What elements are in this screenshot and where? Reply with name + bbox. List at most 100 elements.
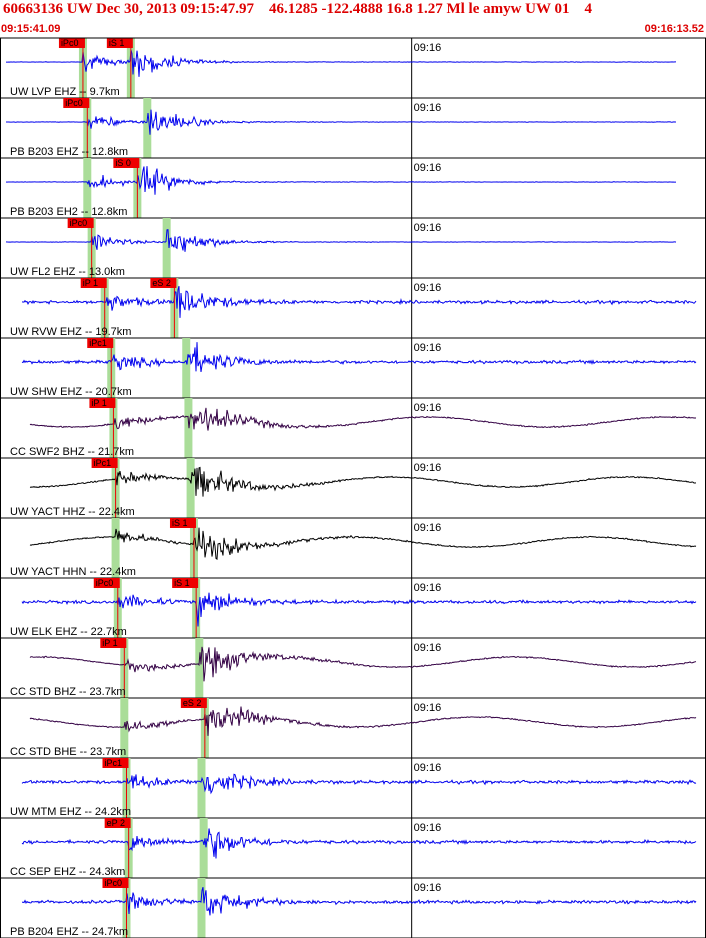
pick-flag[interactable] (80, 278, 107, 288)
waveform (29, 646, 697, 682)
trace-panel: 09:16 iPc1 UW SHW EHZ -- 20.7km (0, 338, 706, 399)
trace-panel: 09:16 iPc0 iS 1 UW LVP EHZ -- 9.7km (0, 38, 706, 99)
trace-label: UW YACT HHN -- 22.4km (10, 566, 136, 578)
minute-tick-label: 09:16 (414, 222, 442, 234)
pick-label: iPc1 (104, 758, 122, 768)
waveform (29, 466, 697, 497)
waveform (29, 706, 697, 736)
trace-panel: 09:16 eP 2 CC SEP EHZ -- 24.3km (0, 818, 706, 879)
pick-label: eP 2 (107, 818, 125, 828)
minute-tick-label: 09:16 (414, 42, 442, 54)
waveform (6, 49, 676, 77)
minute-tick-label: 09:16 (414, 582, 442, 594)
waveform (5, 229, 677, 252)
p-wave-band (120, 698, 129, 758)
s-wave-band (182, 338, 191, 398)
trace-panel: 09:16 iPc0 UW FL2 EHZ -- 13.0km (0, 218, 706, 279)
pick-flag[interactable] (102, 758, 129, 768)
pick-flag[interactable] (104, 818, 131, 828)
trace-panel: 09:16 iPc0 PB B203 EHZ -- 12.8km (0, 98, 706, 159)
pick-flag[interactable] (180, 698, 207, 708)
start-time: 09:15:41.09 (1, 23, 61, 35)
pick-label: iPc1 (94, 458, 112, 468)
minute-tick-label: 09:16 (414, 822, 442, 834)
pick-label: iS 1 (174, 578, 190, 588)
trace-panel: 09:16 iPc0 iS 1 UW ELK EHZ -- 22.7km (0, 578, 706, 639)
p-wave-band (83, 158, 92, 218)
pick-label: iPc0 (70, 218, 88, 228)
trace-label: UW MTM EHZ -- 24.2km (10, 806, 131, 818)
trace-label: CC STD BHZ -- 23.7km (10, 686, 126, 698)
pick-label: iS 1 (109, 38, 125, 48)
trace-panel: 09:16 iS 1 UW YACT HHN -- 22.4km (0, 518, 706, 579)
trace-label: UW SHW EHZ -- 20.7km (10, 386, 132, 398)
minute-tick-label: 09:16 (414, 642, 442, 654)
s-wave-band (197, 758, 206, 818)
pick-flag[interactable] (91, 458, 118, 468)
waveform (21, 592, 697, 627)
waveform (29, 407, 697, 431)
pick-flag[interactable] (58, 38, 85, 48)
pick-label: iS 1 (172, 518, 188, 528)
pick-flag[interactable] (63, 98, 90, 108)
event-title: 60663136 UW Dec 30, 2013 09:15:47.97 46.… (3, 1, 592, 17)
minute-tick-label: 09:16 (414, 462, 442, 474)
waveform (21, 285, 697, 318)
pick-flag[interactable] (87, 338, 114, 348)
pick-flag[interactable] (67, 218, 94, 228)
waveform (21, 828, 697, 859)
pick-label: iPc0 (104, 878, 122, 888)
trace-label: UW FL2 EHZ -- 13.0km (10, 266, 125, 278)
pick-label: iP 1 (83, 278, 98, 288)
waveform (6, 109, 676, 135)
minute-tick-label: 09:16 (414, 702, 442, 714)
pick-flag[interactable] (106, 38, 133, 48)
trace-panel: 09:16 iP 1 CC SWF2 BHZ -- 21.7km (0, 398, 706, 459)
waveform (21, 342, 697, 372)
pick-flag[interactable] (102, 878, 129, 888)
trace-label: CC STD BHE -- 23.7km (10, 746, 126, 758)
minute-tick-label: 09:16 (414, 882, 442, 894)
s-wave-band (195, 638, 204, 698)
trace-panel: 09:16 iP 1 CC STD BHZ -- 23.7km (0, 638, 706, 699)
trace-label: PB B204 EHZ -- 24.7km (10, 926, 128, 938)
trace-panel: 09:16 iPc0 PB B204 EHZ -- 24.7km (0, 878, 706, 938)
pick-label: eS 2 (152, 278, 171, 288)
trace-label: UW ELK EHZ -- 22.7km (10, 626, 127, 638)
pick-flag[interactable] (113, 158, 140, 168)
trace-label: UW RVW EHZ -- 19.7km (10, 326, 131, 338)
plot-frame (0, 37, 706, 938)
minute-tick-label: 09:16 (414, 162, 442, 174)
trace-panel: 09:16 iPc1 UW MTM EHZ -- 24.2km (0, 758, 706, 819)
pick-flag[interactable] (89, 398, 116, 408)
pick-flag[interactable] (169, 518, 196, 528)
waveform (29, 527, 697, 560)
pick-label: iPc0 (96, 578, 114, 588)
pick-label: iPc0 (61, 38, 79, 48)
s-wave-band (184, 398, 193, 458)
header: 60663136 UW Dec 30, 2013 09:15:47.97 46.… (0, 0, 706, 37)
trace-panel: 09:16 iS 0 PB B203 EH2 -- 12.8km (0, 158, 706, 219)
trace-panel: 09:16 iP 1 eS 2 UW RVW EHZ -- 19.7km (0, 278, 706, 339)
trace-panel: 09:16 eS 2 CC STD BHE -- 23.7km (0, 698, 706, 759)
pick-label: iPc1 (89, 338, 107, 348)
minute-tick-label: 09:16 (414, 102, 442, 114)
p-wave-band (111, 518, 120, 578)
trace-label: UW YACT HHZ -- 22.4km (10, 506, 135, 518)
s-wave-band (197, 878, 206, 938)
minute-tick-label: 09:16 (414, 762, 442, 774)
pick-flag[interactable] (150, 278, 177, 288)
pick-label: iPc0 (65, 98, 83, 108)
minute-tick-label: 09:16 (414, 342, 442, 354)
minute-tick-label: 09:16 (414, 522, 442, 534)
trace-label: CC SWF2 BHZ -- 21.7km (10, 446, 134, 458)
trace-label: UW LVP EHZ -- 9.7km (10, 86, 120, 98)
s-wave-band (186, 458, 195, 518)
pick-flag[interactable] (172, 578, 199, 588)
trace-label: PB B203 EHZ -- 12.8km (10, 146, 128, 158)
s-wave-band (143, 98, 152, 158)
pick-flag[interactable] (93, 578, 120, 588)
pick-flag[interactable] (100, 638, 127, 648)
s-wave-band (162, 218, 171, 278)
